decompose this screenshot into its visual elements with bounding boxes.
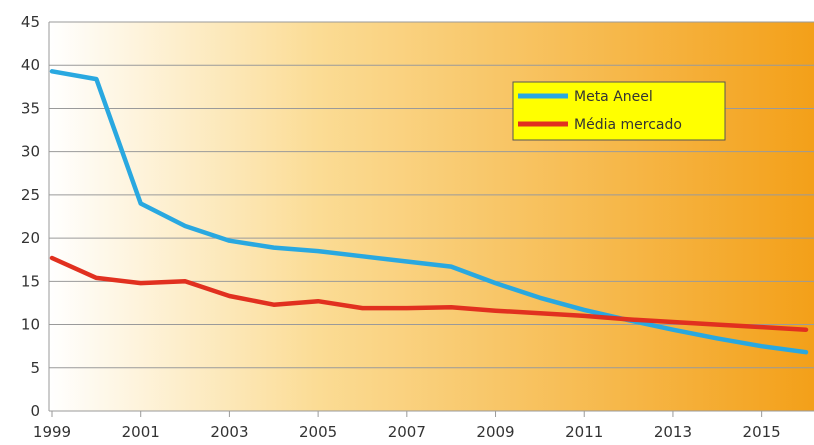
y-tick-label: 10 bbox=[21, 316, 40, 334]
y-tick-label: 20 bbox=[21, 229, 40, 247]
series-line-meta-aneel bbox=[49, 69, 809, 355]
legend-box bbox=[512, 81, 726, 141]
y-tick-label: 40 bbox=[21, 56, 40, 74]
y-axis-tick-labels: 0 5 10 15 20 25 30 35 40 45 bbox=[21, 13, 40, 420]
x-axis-tick-labels: 1999 2001 2003 2005 2007 2009 2011 2013 2015 bbox=[33, 411, 781, 441]
y-tick-label: 5 bbox=[30, 359, 40, 377]
x-tick-label: 2013 bbox=[654, 423, 692, 441]
x-tick-label: 1999 bbox=[33, 423, 71, 441]
y-tick-label: 0 bbox=[30, 402, 40, 420]
legend: Meta Aneel Média mercado bbox=[512, 81, 726, 141]
y-tick-label: 35 bbox=[21, 99, 40, 117]
y-tick-label: 45 bbox=[21, 13, 40, 31]
y-tick-label: 15 bbox=[21, 272, 40, 290]
grid-lines bbox=[48, 21, 814, 412]
x-tick-label: 2011 bbox=[565, 423, 603, 441]
x-tick-label: 2003 bbox=[210, 423, 248, 441]
legend-label-meta-aneel: Meta Aneel bbox=[574, 89, 653, 105]
y-tick-label: 25 bbox=[21, 186, 40, 204]
series-lines bbox=[49, 69, 809, 355]
x-tick-label: 2015 bbox=[743, 423, 781, 441]
y-tick-label: 30 bbox=[21, 143, 40, 161]
x-tick-label: 2007 bbox=[388, 423, 426, 441]
x-tick-label: 2005 bbox=[299, 423, 337, 441]
series-line-media-mercado bbox=[49, 255, 809, 332]
x-tick-label: 2001 bbox=[122, 423, 160, 441]
legend-label-media-mercado: Média mercado bbox=[574, 117, 682, 133]
x-tick-label: 2009 bbox=[476, 423, 514, 441]
